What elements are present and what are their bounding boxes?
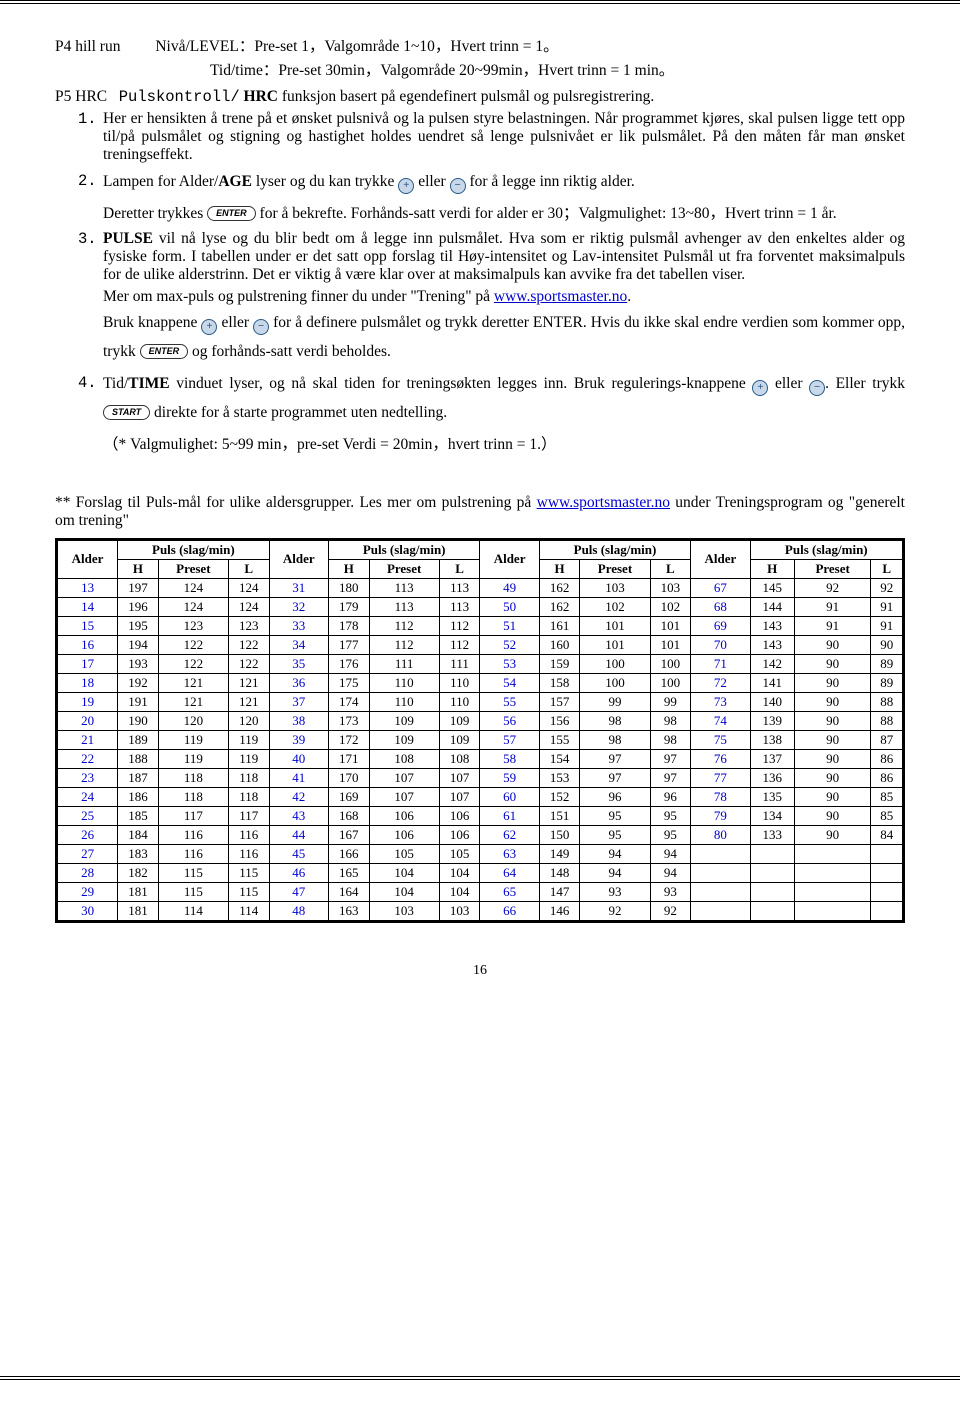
table-row: 2118911911939172109109571559898751389087 xyxy=(57,730,904,749)
item-2: 2. Lampen for Alder/AGE lyser og du kan … xyxy=(103,168,905,196)
enter-button-icon: ENTER xyxy=(207,206,256,221)
minus-icon: − xyxy=(450,178,466,194)
sportsmaster-link[interactable]: www.sportsmaster.no xyxy=(494,288,627,305)
item-4: 4. Tid/TIME vinduet lyser, og nå skal ti… xyxy=(103,369,905,428)
pulse-table: Alder Puls (slag/min) Alder Puls (slag/m… xyxy=(55,538,905,923)
table-row: 2918111511547164104104651479393 xyxy=(57,882,904,901)
col-puls: Puls (slag/min) xyxy=(539,539,690,559)
p4-line1: P4 hill run Nivå/LEVEL：Pre-set 1，Valgomr… xyxy=(55,34,905,56)
table-row: 2318711811841170107107591539797771369086 xyxy=(57,768,904,787)
col-alder: Alder xyxy=(480,539,539,578)
minus-icon: − xyxy=(253,319,269,335)
item-3: 3. PULSE vil nå lyse og du blir bedt om … xyxy=(103,230,905,284)
table-row: 1719312212235176111111531591001007114290… xyxy=(57,654,904,673)
table-row: 2418611811842169107107601529696781359085 xyxy=(57,787,904,806)
plus-icon: + xyxy=(398,178,414,194)
item-3c: Bruk knappene + eller − for å definere p… xyxy=(103,308,905,367)
table-row: 2518511711743168106106611519595791349085 xyxy=(57,806,904,825)
plus-icon: + xyxy=(201,319,217,335)
section2: ** Forslag til Puls-mål for ulike alders… xyxy=(55,494,905,530)
table-row: 2218811911940171108108581549797761379086 xyxy=(57,749,904,768)
table-row: 1919112112137174110110551579999731409088 xyxy=(57,692,904,711)
col-puls: Puls (slag/min) xyxy=(750,539,903,559)
table-row: 1519512312333178112112511611011016914391… xyxy=(57,616,904,635)
start-button-icon: START xyxy=(103,405,150,420)
enter-button-icon: ENTER xyxy=(140,344,189,359)
sportsmaster-link-2[interactable]: www.sportsmaster.no xyxy=(537,494,670,511)
table-header-row: Alder Puls (slag/min) Alder Puls (slag/m… xyxy=(57,539,904,559)
minus-icon: − xyxy=(809,380,825,396)
page-number: 16 xyxy=(55,963,905,979)
col-puls: Puls (slag/min) xyxy=(328,539,479,559)
table-row: 2019012012038173109109561569898741399088 xyxy=(57,711,904,730)
item-4b: （* Valgmulighet: 5~99 min，pre-set Verdi … xyxy=(103,432,905,454)
plus-icon: + xyxy=(752,380,768,396)
col-puls: Puls (slag/min) xyxy=(118,539,269,559)
table-row: 1419612412432179113113501621021026814491… xyxy=(57,597,904,616)
col-alder: Alder xyxy=(269,539,328,578)
table-row: 3018111411448163103103661469292 xyxy=(57,901,904,921)
p5-line: P5 HRC Pulskontroll/ HRC funksjon basert… xyxy=(55,88,905,106)
item-2b: Deretter trykkes ENTER for å bekrefte. F… xyxy=(103,200,905,228)
item-1: 1. Her er hensikten å trene på et ønsket… xyxy=(103,110,905,164)
table-row: 1619412212234177112112521601011017014390… xyxy=(57,635,904,654)
col-alder: Alder xyxy=(57,539,118,578)
table-row: 1819212112136175110110541581001007214190… xyxy=(57,673,904,692)
item-3b: Mer om max-puls og pulstrening finner du… xyxy=(103,288,905,306)
table-row: 1319712412431180113113491621031036714592… xyxy=(57,578,904,597)
p4-line2: Tid/time：Pre-set 30min，Valgområde 20~99m… xyxy=(210,58,905,80)
col-alder: Alder xyxy=(691,539,750,578)
table-row: 2618411611644167106106621509595801339084 xyxy=(57,825,904,844)
table-row: 2718311611645166105105631499494 xyxy=(57,844,904,863)
table-row: 2818211511546165104104641489494 xyxy=(57,863,904,882)
